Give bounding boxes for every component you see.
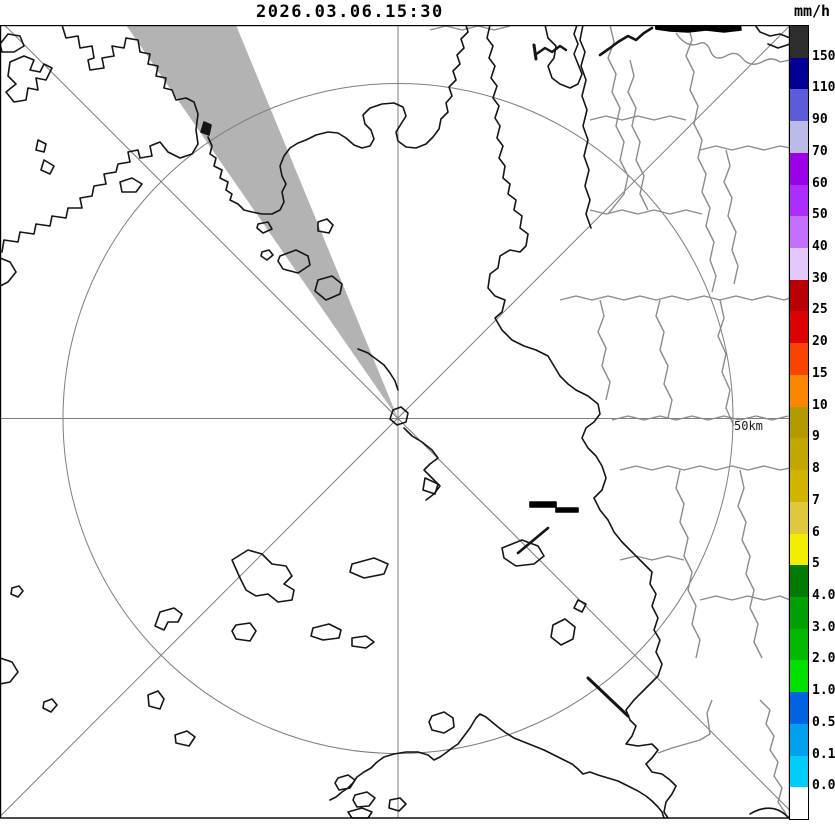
legend-label: 1.0 — [812, 683, 835, 699]
legend-label: 20 — [812, 334, 828, 350]
legend-label: 60 — [812, 175, 828, 191]
admin-boundaries — [429, 24, 791, 815]
legend-label: 30 — [812, 270, 828, 286]
legend-segment — [790, 89, 808, 122]
legend-label: 110 — [812, 80, 835, 96]
radar-map: 50km — [0, 16, 791, 819]
legend-label: 6 — [812, 524, 820, 540]
legend-label: 9 — [812, 429, 820, 445]
timestamp: 2026.03.06.15:30 — [256, 2, 444, 22]
legend-label: 150 — [812, 48, 835, 64]
legend-label: 4.0 — [812, 587, 835, 603]
legend-label: 10 — [812, 397, 828, 413]
legend-label: 0.0 — [812, 778, 835, 794]
range-grid — [0, 24, 791, 818]
legend-label: 3.0 — [812, 619, 835, 635]
legend-segment — [790, 660, 808, 693]
legend-color-bar — [789, 25, 809, 820]
legend-segment — [790, 26, 808, 58]
legend-segment — [790, 470, 808, 502]
legend-segment — [790, 121, 808, 153]
legend-segment — [790, 628, 808, 661]
legend-segment — [790, 279, 808, 312]
radar-map-canvas: 50km — [0, 16, 791, 819]
legend-label: 2.0 — [812, 651, 835, 667]
legend-segment — [790, 152, 808, 185]
legend-segment — [790, 57, 808, 90]
beam-blockage-wedge — [126, 25, 398, 419]
legend-label: 0.1 — [812, 746, 835, 762]
legend-label: 0.5 — [812, 714, 835, 730]
legend-segment — [790, 533, 808, 566]
legend-segment — [790, 692, 808, 724]
legend-segment — [790, 723, 808, 756]
legend-label: 90 — [812, 112, 828, 128]
legend-segment — [790, 501, 808, 534]
legend-label: 5 — [812, 556, 820, 572]
legend-label: 40 — [812, 239, 828, 255]
legend-segment — [790, 248, 808, 280]
diagonal-sw-ne — [0, 26, 790, 817]
legend-segment — [790, 343, 808, 375]
title-bar: 2026.03.06.15:30 — [0, 0, 790, 25]
legend-segment — [790, 311, 808, 344]
legend-segment — [790, 787, 808, 819]
legend-segment — [790, 184, 808, 217]
legend-label: 70 — [812, 143, 828, 159]
legend-segment — [790, 596, 808, 629]
unit-label: mm/h — [793, 2, 831, 20]
legend-label: 7 — [812, 492, 820, 508]
legend-segment — [790, 438, 808, 471]
legend-segment — [790, 216, 808, 249]
legend-segment — [790, 565, 808, 597]
legend-label: 50 — [812, 207, 828, 223]
legend-segment — [790, 374, 808, 407]
legend-label: 15 — [812, 365, 828, 381]
diagonal-nw-se — [4, 24, 791, 811]
legend-segment — [790, 755, 808, 788]
range-ring-label: 50km — [734, 419, 763, 433]
legend-label: 25 — [812, 302, 828, 318]
legend-label: 8 — [812, 461, 820, 477]
legend-segment — [790, 406, 808, 439]
